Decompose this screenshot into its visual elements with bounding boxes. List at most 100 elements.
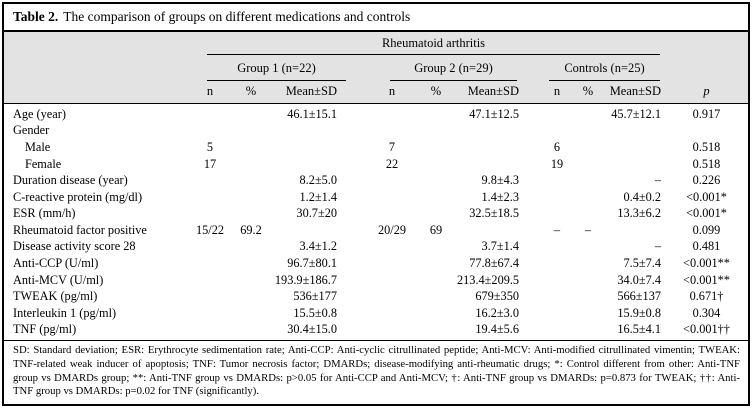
cell-g1-n: 17 (203, 156, 217, 171)
table-row: Male 5 7 6 0.518 (4, 139, 748, 156)
cell-controls-mean-sd: 16.5±4.1 (617, 322, 661, 337)
cell-g2-mean-sd: 9.8±4.3 (481, 173, 520, 188)
row-label: Male (25, 139, 51, 154)
row-label: TWEAK (pg/ml) (13, 289, 98, 304)
cell-g1-mean-sd: 46.1±15.1 (287, 106, 337, 121)
cell-g1-mean-sd: 15.5±0.8 (293, 305, 337, 320)
table-row: TWEAK (pg/ml) 536±177 679±350 566±137 0.… (4, 288, 748, 305)
cell-g2-mean-sd: 3.7±1.4 (481, 239, 520, 254)
row-label: Anti-CCP (U/ml) (13, 255, 99, 270)
cell-controls-mean-sd: 7.5±7.4 (623, 255, 662, 270)
cell-g2-mean-sd: 679±350 (475, 289, 519, 304)
subheader-g2-n: n (388, 84, 396, 98)
cell-g1-mean-sd: 1.2±1.4 (299, 189, 338, 204)
cell-g2-pct: 69 (429, 222, 443, 237)
spacer (523, 81, 535, 102)
cell-g2-mean-sd: 19.4±5.6 (475, 322, 519, 337)
subheader-controls-mean: Mean±SD (609, 84, 661, 98)
table-footnote: SD: Standard deviation; ESR: Erythrocyte… (4, 340, 748, 399)
table-row: Disease activity score 28 3.4±1.2 3.7±1.… (4, 239, 748, 256)
subheader-g1-n: n (206, 84, 214, 98)
cell-p-value: <0.001* (686, 189, 727, 204)
cell-controls-mean-sd: 13.3±6.2 (617, 206, 661, 221)
subheader-g1-pct: % (245, 84, 257, 98)
cell-p-value: 0.518 (692, 139, 721, 154)
cell-p-value: <0.001** (683, 255, 730, 270)
table-row: ESR (mm/h) 30.7±20 32.5±18.5 13.3±6.2 <0… (4, 205, 748, 222)
row-label: ESR (mm/h) (13, 206, 76, 221)
cell-controls-mean-sd: 34.0±7.4 (617, 272, 661, 287)
cell-p-value: 0.671† (689, 289, 724, 304)
column-spanner-rheumatoid-arthritis: Rheumatoid arthritis (207, 32, 660, 55)
cell-p-value: 0.917 (692, 106, 721, 121)
subheader-controls-n: n (553, 84, 561, 98)
cell-controls-mean-sd: – (654, 173, 661, 188)
row-label: Rheumatoid factor positive (13, 222, 147, 237)
cell-g1-mean-sd: 193.9±186.7 (274, 272, 337, 287)
subheader-blank (4, 81, 189, 102)
table-number: Table 2. (13, 9, 59, 24)
column-group-1-header: Group 1 (n=22) (207, 55, 346, 81)
row-label: Duration disease (year) (13, 173, 128, 188)
row-label: TNF (pg/ml) (13, 322, 77, 337)
cell-g1-mean-sd: 30.4±15.0 (287, 322, 337, 337)
subheader-controls-pct: % (582, 84, 594, 98)
cell-g1-mean-sd: 3.4±1.2 (299, 239, 338, 254)
column-group-controls-header: Controls (n=25) (549, 55, 660, 81)
table-row: Duration disease (year) 8.2±5.0 9.8±4.3 … (4, 172, 748, 189)
cell-controls-mean-sd: – (654, 239, 661, 254)
table-title-text: The comparison of groups on different me… (63, 9, 411, 24)
cell-g2-mean-sd: 47.1±12.5 (469, 106, 519, 121)
cell-p-value: <0.001†† (683, 322, 730, 337)
row-label: Interleukin 1 (pg/ml) (13, 305, 117, 320)
subheader-row: n % Mean±SD n % Mean±SD n % Mean±SD p (4, 81, 748, 102)
cell-g1-mean-sd: 536±177 (293, 289, 337, 304)
cell-p-value: 0.226 (692, 173, 721, 188)
cell-controls-mean-sd: 15.9±0.8 (617, 305, 661, 320)
table-row: Interleukin 1 (pg/ml) 15.5±0.8 16.2±3.0 … (4, 305, 748, 322)
cell-controls-pct: – (584, 222, 592, 237)
table-row: Gender (4, 123, 748, 140)
table-body: Age (year) 46.1±15.1 47.1±12.5 45.7±12.1… (4, 104, 748, 340)
row-label: Female (25, 156, 62, 171)
cell-g2-mean-sd: 16.2±3.0 (475, 305, 519, 320)
row-label: Gender (13, 123, 50, 138)
cell-g1-n: 5 (206, 139, 214, 154)
cell-g2-n: 22 (385, 156, 399, 171)
cell-p-value: 0.481 (692, 239, 721, 254)
table-title: Table 2. The comparison of groups on dif… (4, 4, 748, 32)
subheader-g2-pct: % (430, 84, 442, 98)
row-label: C-reactive protein (mg/dl) (13, 189, 143, 204)
cell-g2-mean-sd: 32.5±18.5 (469, 206, 519, 221)
cell-g1-n: 15/22 (195, 222, 224, 237)
cell-g2-mean-sd: 213.4±209.5 (457, 272, 520, 287)
table-row: Anti-MCV (U/ml) 193.9±186.7 213.4±209.5 … (4, 272, 748, 289)
cell-g2-n: 20/29 (377, 222, 406, 237)
row-label: Anti-MCV (U/ml) (13, 272, 104, 287)
table-row: Age (year) 46.1±15.1 47.1±12.5 45.7±12.1… (4, 106, 748, 123)
cell-p-value: <0.001* (686, 206, 727, 221)
table-row: TNF (pg/ml) 30.4±15.0 19.4±5.6 16.5±4.1 … (4, 322, 748, 339)
cell-controls-mean-sd: 0.4±0.2 (623, 189, 662, 204)
cell-controls-n: 19 (550, 156, 564, 171)
cell-g1-pct: 69.2 (240, 222, 262, 237)
cell-controls-n: – (553, 222, 561, 237)
cell-p-value: <0.001** (683, 272, 730, 287)
table-row: Female 17 22 19 0.518 (4, 156, 748, 173)
cell-g1-mean-sd: 30.7±20 (296, 206, 337, 221)
row-label: Age (year) (13, 106, 66, 121)
row-label: Disease activity score 28 (13, 239, 136, 254)
cell-g1-mean-sd: 96.7±80.1 (287, 255, 337, 270)
table-row: Anti-CCP (U/ml) 96.7±80.1 77.8±67.4 7.5±… (4, 255, 748, 272)
cell-g1-mean-sd: 8.2±5.0 (299, 173, 338, 188)
subheader-g1-mean: Mean±SD (285, 84, 337, 98)
table-row: C-reactive protein (mg/dl) 1.2±1.4 1.4±2… (4, 189, 748, 206)
cell-p-value: 0.518 (692, 156, 721, 171)
cell-p-value: 0.099 (692, 222, 721, 237)
cell-controls-mean-sd: 45.7±12.1 (611, 106, 661, 121)
subheader-g2-mean: Mean±SD (467, 84, 519, 98)
cell-controls-mean-sd: 566±137 (617, 289, 661, 304)
cell-controls-n: 6 (553, 139, 561, 154)
subheader-p-value: p (703, 84, 710, 98)
